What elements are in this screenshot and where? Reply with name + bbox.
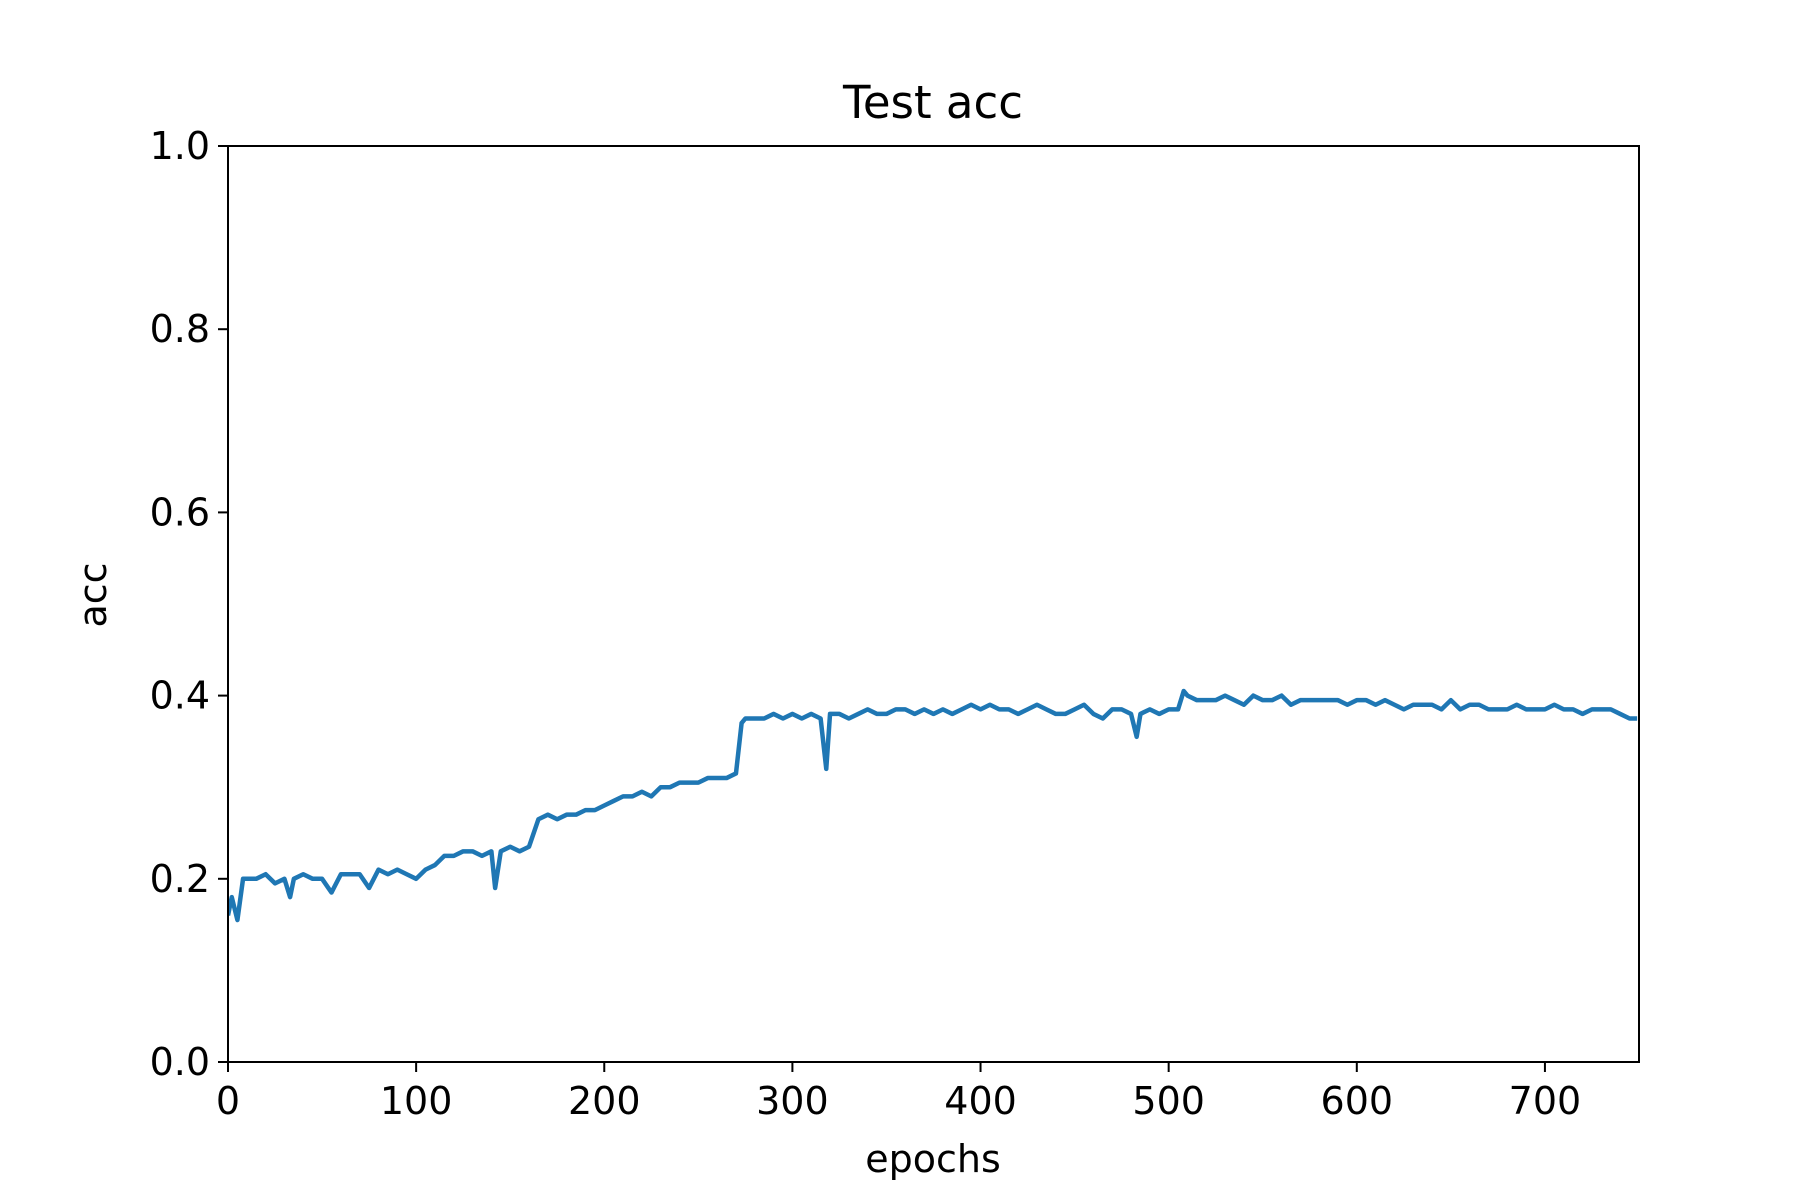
- x-tick-label: 700: [1509, 1079, 1582, 1123]
- chart-title: Test acc: [842, 76, 1023, 129]
- y-tick-label: 0.0: [150, 1040, 210, 1084]
- x-tick-label: 0: [216, 1079, 240, 1123]
- y-tick-label: 1.0: [150, 124, 210, 168]
- data-line: [228, 688, 1638, 923]
- x-axis-label: epochs: [865, 1137, 1001, 1181]
- y-tick-label: 0.6: [150, 490, 210, 534]
- y-tick-label: 0.8: [150, 307, 210, 351]
- x-tick-label: 600: [1321, 1079, 1394, 1123]
- x-tick-label: 100: [380, 1079, 453, 1123]
- y-tick-label: 0.4: [150, 674, 210, 718]
- x-tick-label: 500: [1132, 1079, 1205, 1123]
- y-tick-label: 0.2: [150, 857, 210, 901]
- plot-frame: [227, 145, 1640, 1063]
- x-tick-label: 400: [944, 1079, 1017, 1123]
- y-axis-label: acc: [71, 562, 115, 627]
- x-tick-label: 200: [568, 1079, 641, 1123]
- x-tick-label: 300: [756, 1079, 829, 1123]
